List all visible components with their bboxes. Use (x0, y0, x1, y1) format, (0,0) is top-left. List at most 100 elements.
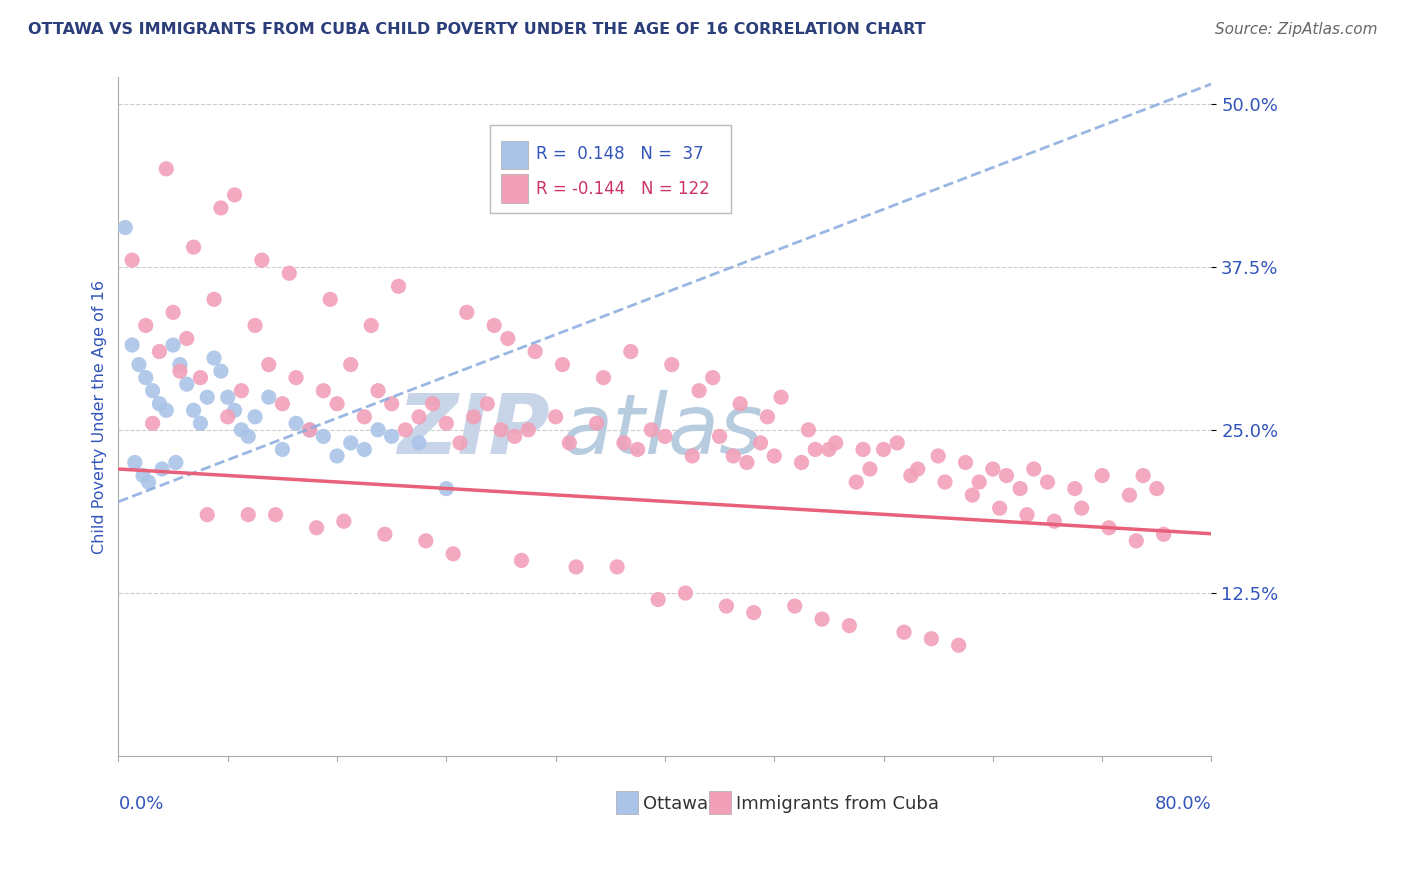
Point (339, 436, 361, 450)
Point (1098, 521, 1121, 535)
Point (907, 462, 929, 476)
Point (305, 521, 328, 535)
Point (238, 429, 260, 443)
Point (148, 397, 170, 411)
Point (148, 344, 170, 359)
Point (640, 423, 662, 437)
Point (1153, 527, 1175, 541)
Point (298, 423, 321, 437)
Point (271, 442, 294, 457)
Point (434, 417, 457, 431)
Point (135, 318, 157, 333)
Point (920, 632, 942, 646)
Point (217, 409, 239, 424)
Point (1125, 533, 1147, 548)
Point (138, 475, 160, 489)
Point (620, 344, 643, 359)
Point (1036, 475, 1059, 489)
Point (169, 358, 191, 372)
Point (367, 423, 389, 437)
Point (524, 344, 547, 359)
Point (852, 442, 875, 457)
Point (190, 370, 212, 384)
Point (183, 403, 205, 417)
Point (463, 409, 485, 424)
Point (1070, 501, 1092, 516)
Point (661, 358, 683, 372)
Point (142, 417, 165, 431)
Point (285, 370, 308, 384)
Point (264, 508, 287, 522)
Point (1010, 482, 1032, 496)
Point (381, 397, 404, 411)
Point (415, 533, 437, 548)
Point (948, 638, 970, 652)
Point (763, 449, 786, 463)
Point (257, 390, 280, 404)
Point (142, 384, 165, 398)
Point (441, 547, 464, 561)
Point (489, 423, 512, 437)
Point (824, 436, 846, 450)
FancyBboxPatch shape (501, 175, 529, 203)
Point (1118, 488, 1140, 502)
Point (224, 188, 246, 202)
Point (202, 351, 225, 365)
Point (503, 429, 526, 443)
Point (838, 618, 860, 632)
Point (243, 409, 266, 424)
Point (285, 417, 308, 431)
Point (783, 599, 806, 613)
Point (132, 468, 155, 483)
Point (195, 508, 218, 522)
Point (162, 305, 184, 319)
Point (818, 442, 841, 457)
Point (190, 417, 212, 431)
Text: OTTAWA VS IMMIGRANTS FROM CUBA CHILD POVERTY UNDER THE AGE OF 16 CORRELATION CHA: OTTAWA VS IMMIGRANTS FROM CUBA CHILD POV… (28, 22, 925, 37)
Point (790, 455, 813, 469)
Point (496, 331, 519, 345)
FancyBboxPatch shape (709, 791, 731, 814)
Point (558, 436, 581, 450)
Point (544, 409, 567, 424)
Point (165, 455, 187, 469)
Point (312, 384, 335, 398)
Point (176, 377, 198, 392)
Point (647, 592, 669, 607)
Point (654, 429, 676, 443)
Point (150, 462, 173, 476)
Text: 0.0%: 0.0% (118, 796, 165, 814)
Point (626, 442, 648, 457)
Point (702, 370, 724, 384)
Point (162, 338, 184, 352)
Point (886, 436, 908, 450)
Point (510, 553, 533, 567)
Text: R =  0.148   N =  37: R = 0.148 N = 37 (536, 145, 703, 163)
Text: Immigrants from Cuba: Immigrants from Cuba (735, 795, 939, 813)
FancyBboxPatch shape (616, 791, 637, 814)
Point (183, 240, 205, 254)
Text: R = -0.144   N = 122: R = -0.144 N = 122 (536, 180, 710, 198)
Point (613, 436, 636, 450)
Point (742, 606, 765, 620)
Text: Ottawa: Ottawa (643, 795, 709, 813)
Point (394, 423, 416, 437)
Point (735, 455, 758, 469)
FancyBboxPatch shape (501, 141, 529, 169)
Point (592, 370, 614, 384)
Point (319, 293, 342, 307)
Point (326, 397, 349, 411)
Point (995, 468, 1018, 483)
Point (195, 390, 218, 404)
Point (243, 318, 266, 333)
Text: atlas: atlas (561, 390, 762, 471)
Point (723, 449, 745, 463)
Point (155, 403, 177, 417)
Text: Source: ZipAtlas.com: Source: ZipAtlas.com (1215, 22, 1378, 37)
Point (955, 455, 977, 469)
Point (257, 358, 280, 372)
Point (804, 442, 827, 457)
Point (1091, 468, 1114, 483)
Point (374, 527, 396, 541)
Point (224, 403, 246, 417)
